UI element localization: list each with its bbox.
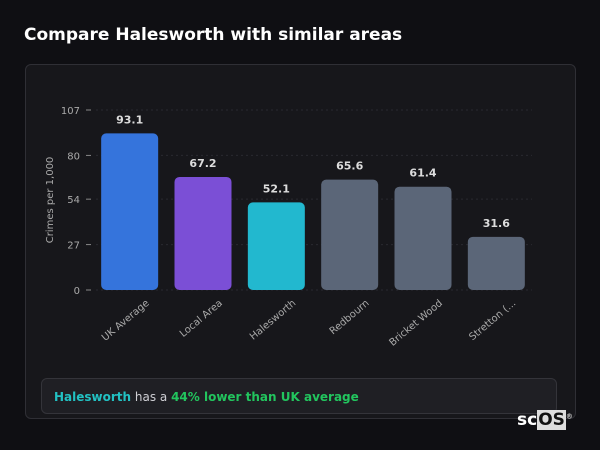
- logo-mark: ®: [565, 412, 573, 421]
- bar: [247, 202, 305, 290]
- data-label: 65.6: [336, 160, 363, 173]
- comparison-value: 44% lower than UK average: [171, 390, 359, 404]
- x-tick-label: Local Area: [178, 298, 225, 340]
- x-tick-label: Stretton (...: [467, 298, 518, 343]
- bar: [467, 236, 525, 290]
- y-tick-label: 80: [67, 151, 80, 162]
- bar: [174, 176, 232, 290]
- data-label: 52.1: [263, 182, 290, 195]
- x-tick-label: Bricket Wood: [387, 298, 444, 349]
- y-tick-label: 54: [67, 195, 80, 206]
- scos-logo: scOS®: [517, 410, 573, 430]
- page-title: Compare Halesworth with similar areas: [24, 25, 403, 45]
- data-label: 67.2: [189, 157, 216, 170]
- logo-text-os: OS: [537, 410, 566, 430]
- x-tick-label: Halesworth: [248, 298, 298, 343]
- comparison-summary: Halesworth has a 44% lower than UK avera…: [41, 378, 557, 414]
- x-tick-label: UK Average: [100, 298, 152, 344]
- bar: [101, 133, 159, 290]
- y-axis-label: Crimes per 1,000: [45, 157, 56, 244]
- y-tick-label: 27: [67, 241, 80, 252]
- y-tick-label: 0: [74, 286, 80, 297]
- data-label: 61.4: [409, 167, 436, 180]
- y-tick-label: 107: [61, 106, 80, 117]
- data-label: 93.1: [116, 113, 143, 126]
- data-label: 31.6: [483, 217, 510, 230]
- x-tick-label: Redbourn: [328, 298, 372, 337]
- summary-text: has a: [131, 390, 172, 404]
- bar: [321, 179, 379, 290]
- bar: [394, 186, 452, 290]
- area-name: Halesworth: [54, 390, 132, 404]
- logo-text: sc: [517, 410, 538, 430]
